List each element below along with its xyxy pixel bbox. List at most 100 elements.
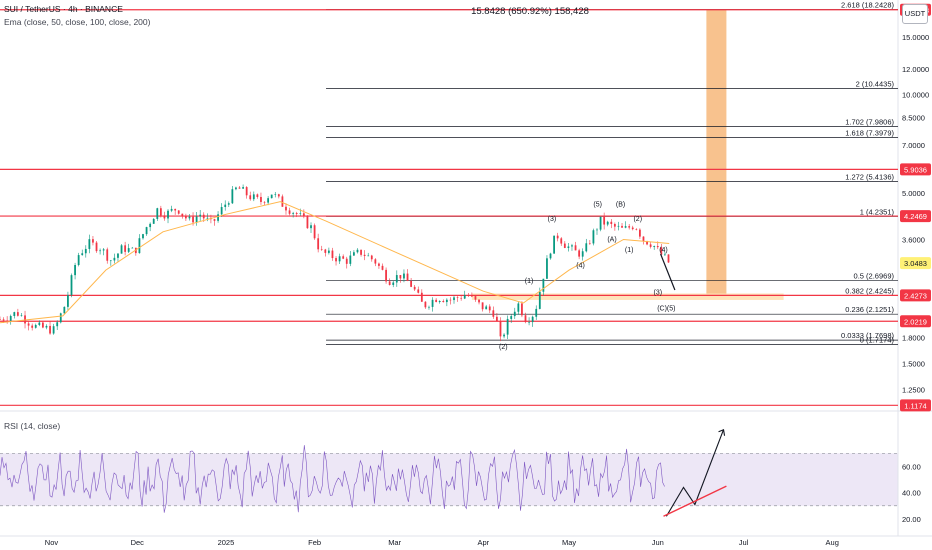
fib-level-label: 1 (4.2351) xyxy=(860,207,895,216)
candle-body xyxy=(470,295,473,297)
time-tick-label: Jun xyxy=(652,538,664,547)
price-badge xyxy=(900,289,931,302)
candle-body xyxy=(299,213,302,214)
candle-body xyxy=(542,278,545,292)
candle-body xyxy=(174,208,177,211)
candle-body xyxy=(356,249,359,253)
candle-body xyxy=(127,248,130,252)
candle-body xyxy=(664,254,666,256)
time-tick-label: Nov xyxy=(45,538,59,547)
candle-body xyxy=(521,303,523,316)
candle-body xyxy=(510,316,513,319)
candle-body xyxy=(581,251,584,257)
candle-body xyxy=(485,306,488,310)
symbol-legend[interactable]: SUI / TetherUS · 4h · BINANCE xyxy=(4,4,123,14)
candle-body xyxy=(513,311,516,317)
rsi-projection-line xyxy=(665,429,725,517)
candle-body xyxy=(99,250,101,252)
candle-body xyxy=(159,208,162,216)
candle-body xyxy=(478,299,480,303)
candle-body xyxy=(399,275,402,279)
candle-body xyxy=(84,248,87,254)
candle-body xyxy=(9,315,12,321)
support-zone xyxy=(471,293,784,300)
candle-body xyxy=(646,241,648,245)
wave-label: (3) xyxy=(548,216,557,223)
candle-body xyxy=(149,223,152,228)
candle-body xyxy=(378,263,380,266)
wave-label: (2) xyxy=(633,216,642,223)
candle-body xyxy=(431,299,434,307)
candle-body xyxy=(142,234,144,239)
candle-body xyxy=(306,216,309,229)
candle-body xyxy=(660,247,663,255)
candle-body xyxy=(188,216,191,219)
candle-body xyxy=(567,246,570,248)
candle-body xyxy=(392,282,395,285)
candle-body xyxy=(320,249,323,250)
candle-body xyxy=(70,275,73,296)
rsi-band xyxy=(0,453,898,506)
candle-body xyxy=(335,258,337,262)
candle-body xyxy=(596,229,598,231)
candle-body xyxy=(317,238,320,250)
candle-body xyxy=(438,300,441,303)
target-box xyxy=(706,9,727,296)
candle-body xyxy=(295,212,298,214)
candle-body xyxy=(599,216,602,230)
candle-body xyxy=(642,236,645,242)
candle-body xyxy=(460,297,463,299)
candle-body xyxy=(631,227,634,230)
candle-body xyxy=(288,210,291,214)
price-badge xyxy=(900,257,931,270)
candle-body xyxy=(395,275,398,283)
rsi-tick-label: 60.00 xyxy=(902,462,921,471)
price-badge-label: 2.0219 xyxy=(904,317,927,326)
candle-body xyxy=(260,196,262,202)
candle-body xyxy=(445,299,448,303)
candle-body xyxy=(610,221,613,224)
fib-level-label: 0.236 (2.1251) xyxy=(845,305,894,314)
candle-body xyxy=(388,281,391,285)
candle-body xyxy=(406,273,409,281)
candle-body xyxy=(302,213,305,217)
price-tick-label: 1.5000 xyxy=(902,360,925,369)
time-tick-label: May xyxy=(562,538,576,547)
candle-body xyxy=(81,253,84,256)
rsi-tick-label: 40.00 xyxy=(902,489,921,498)
wave-label: (2) xyxy=(499,344,508,351)
price-badge-label: 3.0483 xyxy=(904,259,927,268)
price-tick-label: 3.6000 xyxy=(902,235,925,244)
rsi-legend[interactable]: RSI (14, close) xyxy=(4,421,61,431)
candle-body xyxy=(38,322,41,325)
candle-body xyxy=(120,245,123,254)
candle-body xyxy=(613,223,616,227)
time-tick-label: Aug xyxy=(826,538,839,547)
candle-body xyxy=(327,250,330,253)
candle-body xyxy=(413,286,416,290)
candle-body xyxy=(95,242,98,252)
candle-body xyxy=(563,243,566,248)
candle-body xyxy=(310,225,312,229)
candle-body xyxy=(556,235,559,239)
fib-level-label: 0.0333 (1.7698) xyxy=(841,331,894,340)
fib-level-label: 0.382 (2.4245) xyxy=(845,287,894,296)
price-badge-label: 5.9036 xyxy=(904,165,927,174)
candle-body xyxy=(617,225,620,227)
candle-body xyxy=(628,226,631,228)
candle-body xyxy=(24,315,26,324)
candle-body xyxy=(453,297,455,301)
ema-legend[interactable]: Ema (close, 50, close, 100, close, 200) xyxy=(4,17,151,27)
wave-label: (1) xyxy=(625,247,634,254)
candle-body xyxy=(2,319,5,321)
candle-body xyxy=(181,213,184,216)
candle-body xyxy=(370,255,373,260)
candle-body xyxy=(281,196,284,207)
candle-body xyxy=(217,214,219,221)
candle-body xyxy=(138,238,141,254)
fib-level-label: 0 (1.7174) xyxy=(860,335,895,344)
candle-body xyxy=(195,216,198,223)
candle-body xyxy=(31,325,34,328)
currency-button[interactable]: USDT xyxy=(902,4,928,24)
